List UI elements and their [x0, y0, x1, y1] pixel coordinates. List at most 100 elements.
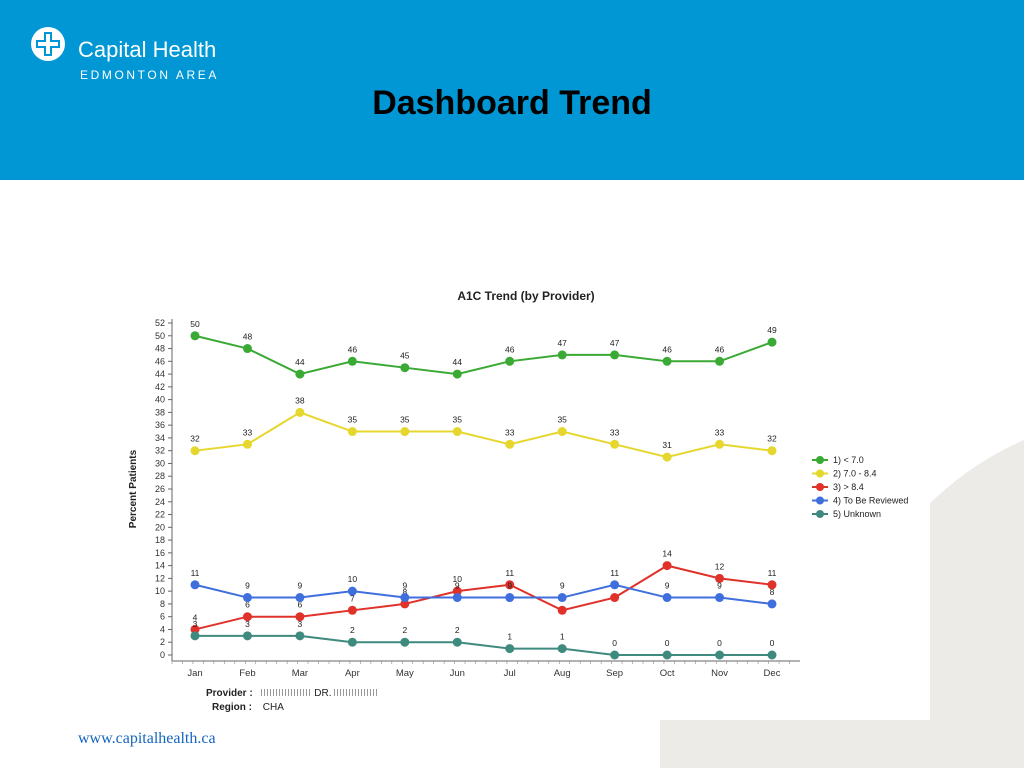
- data-point: [242, 439, 252, 449]
- data-point: [242, 344, 252, 354]
- region-label: Region :: [212, 702, 252, 713]
- data-point: [452, 586, 462, 596]
- data-point: [295, 593, 305, 603]
- x-tick-label: Apr: [345, 668, 360, 679]
- data-point: [767, 650, 777, 660]
- data-point: [295, 631, 305, 641]
- data-point: [190, 624, 200, 634]
- y-tick-label: 0: [160, 650, 165, 660]
- data-label: 49: [767, 325, 777, 335]
- region-value: CHA: [262, 702, 284, 713]
- data-point: [662, 650, 672, 660]
- capital-health-logo-icon: [31, 27, 65, 61]
- data-label: 2: [350, 625, 355, 635]
- y-tick-label: 46: [155, 356, 165, 366]
- data-label: 35: [453, 415, 463, 425]
- y-tick-label: 40: [155, 395, 165, 405]
- data-point: [347, 605, 357, 615]
- data-point: [190, 446, 200, 456]
- y-tick-label: 44: [155, 369, 165, 379]
- slide-title: Dashboard Trend: [372, 84, 652, 122]
- data-label: 9: [298, 581, 303, 591]
- provider-label: Provider :: [206, 688, 253, 699]
- x-tick-label: Jan: [187, 668, 202, 679]
- data-point: [295, 612, 305, 622]
- y-tick-label: 4: [160, 624, 165, 634]
- y-tick-label: 18: [155, 535, 165, 545]
- y-tick-label: 36: [155, 420, 165, 430]
- legend-swatch-marker: [816, 510, 824, 518]
- data-point: [715, 439, 725, 449]
- data-label: 11: [610, 568, 619, 578]
- y-tick-label: 10: [155, 586, 165, 596]
- data-point: [715, 356, 725, 366]
- y-tick-label: 22: [155, 510, 165, 520]
- data-label: 0: [770, 638, 775, 648]
- legend-label: 1) < 7.0: [833, 455, 864, 465]
- data-label: 46: [715, 344, 725, 354]
- data-point: [347, 356, 357, 366]
- data-label: 44: [453, 357, 463, 367]
- data-point: [767, 599, 777, 609]
- data-point: [662, 356, 672, 366]
- legend-label: 3) > 8.4: [833, 482, 864, 492]
- legend-swatch-marker: [816, 483, 824, 491]
- series-line: [194, 334, 773, 376]
- legend-label: 2) 7.0 - 8.4: [833, 469, 877, 479]
- data-label: 35: [348, 415, 358, 425]
- data-label: 31: [662, 440, 672, 450]
- y-tick-label: 16: [155, 548, 165, 558]
- brand-subtitle: EDMONTON AREA: [80, 68, 219, 82]
- data-point: [295, 407, 305, 417]
- data-label: 6: [298, 600, 303, 610]
- y-tick-label: 30: [155, 458, 165, 468]
- data-label: 9: [402, 581, 407, 591]
- series-line: [194, 564, 773, 631]
- y-tick-label: 42: [155, 382, 165, 392]
- data-point: [190, 580, 200, 590]
- legend-label: 4) To Be Reviewed: [833, 496, 908, 506]
- y-tick-label: 26: [155, 484, 165, 494]
- data-label: 6: [245, 600, 250, 610]
- data-label: 4: [193, 612, 198, 622]
- data-label: 33: [243, 427, 253, 437]
- y-tick-label: 34: [155, 433, 165, 443]
- data-point: [557, 350, 567, 360]
- data-label: 10: [453, 574, 463, 584]
- x-tick-label: Dec: [764, 668, 781, 679]
- data-point: [610, 593, 620, 603]
- data-label: 33: [715, 427, 725, 437]
- data-point: [767, 580, 777, 590]
- x-tick-label: Jun: [450, 668, 465, 679]
- data-label: 46: [662, 344, 672, 354]
- data-label: 3: [298, 619, 303, 629]
- footer-url-link[interactable]: www.capitalhealth.ca: [78, 730, 216, 747]
- data-label: 33: [610, 427, 620, 437]
- data-point: [610, 439, 620, 449]
- y-tick-label: 2: [160, 637, 165, 647]
- y-tick-label: 28: [155, 471, 165, 481]
- data-label: 8: [770, 587, 775, 597]
- provider-value: DR.: [314, 688, 332, 699]
- data-label: 33: [505, 427, 515, 437]
- header-banner: Capital Health EDMONTON AREA Dashboard T…: [0, 0, 1024, 180]
- series-line: [194, 583, 773, 605]
- legend-label: 5) Unknown: [833, 509, 881, 519]
- data-label: 48: [243, 332, 253, 342]
- data-label: 0: [665, 638, 670, 648]
- data-point: [662, 561, 672, 571]
- data-label: 3: [245, 619, 250, 629]
- data-point: [557, 605, 567, 615]
- data-label: 11: [191, 568, 200, 578]
- data-label: 38: [295, 395, 305, 405]
- data-point: [767, 446, 777, 456]
- data-point: [242, 612, 252, 622]
- data-point: [295, 369, 305, 379]
- data-point: [715, 593, 725, 603]
- data-label: 11: [768, 568, 777, 578]
- data-point: [557, 593, 567, 603]
- x-tick-label: Mar: [292, 668, 308, 679]
- data-label: 32: [767, 434, 777, 444]
- chart-panel: A1C Trend (by Provider) 0 2 4 6 8 10 12 14 16 18 20…: [122, 282, 930, 720]
- data-label: 9: [455, 581, 460, 591]
